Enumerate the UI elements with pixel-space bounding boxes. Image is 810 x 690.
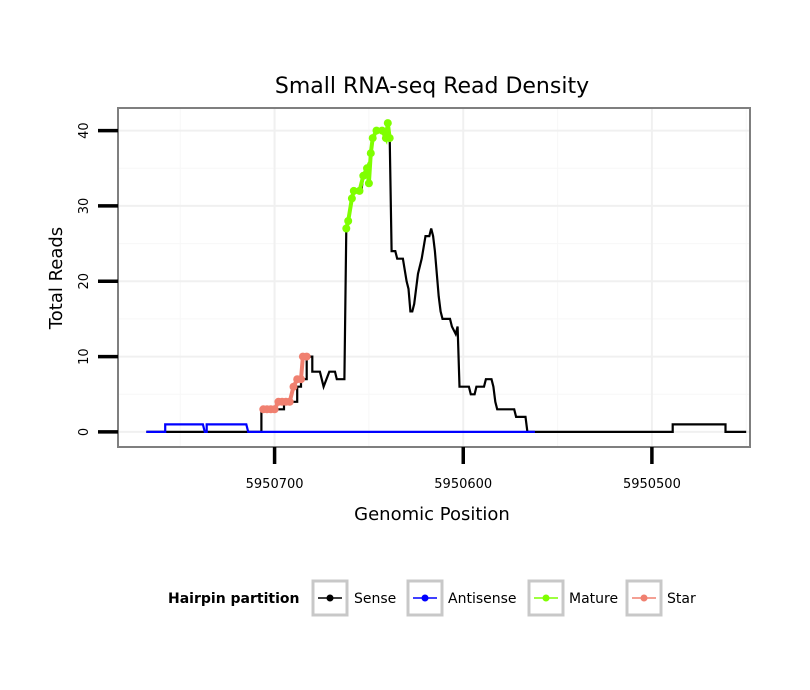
plot-border bbox=[117, 107, 751, 448]
data-point-mature bbox=[355, 186, 364, 195]
legend: Hairpin partition Sense Antisense Mature St… bbox=[168, 579, 696, 617]
data-point-star bbox=[302, 352, 311, 361]
legend-label-antisense: Antisense bbox=[448, 591, 517, 607]
y-tick-label: 0 bbox=[77, 428, 92, 436]
data-point-mature bbox=[363, 164, 371, 173]
legend-label-star: Star bbox=[667, 591, 696, 607]
x-tick-label: 5950500 bbox=[623, 477, 681, 492]
data-point-mature bbox=[378, 126, 387, 135]
data-point-mature bbox=[342, 224, 351, 233]
series-line-antisense bbox=[146, 423, 535, 433]
chart-title: Small RNA-seq Read Density bbox=[275, 74, 589, 99]
y-tick-label: 30 bbox=[77, 198, 92, 215]
y-tick-label: 40 bbox=[77, 122, 92, 139]
legend-label-mature: Mature bbox=[569, 591, 618, 607]
series-points bbox=[259, 119, 394, 414]
y-tick-label: 20 bbox=[77, 273, 92, 290]
data-point-mature bbox=[368, 134, 377, 143]
data-point-star bbox=[297, 375, 305, 384]
series-lines bbox=[146, 122, 747, 433]
legend-key-point-mature bbox=[542, 594, 550, 602]
legend-item-sense: Sense bbox=[311, 579, 396, 617]
data-point-mature bbox=[364, 179, 373, 188]
x-tick-label: 5950600 bbox=[434, 477, 492, 492]
legend-key-point-antisense bbox=[421, 594, 429, 602]
legend-title: Hairpin partition bbox=[168, 591, 299, 607]
data-point-star bbox=[289, 382, 298, 391]
y-axis-label: Total Reads bbox=[46, 227, 67, 330]
legend-item-mature: Mature bbox=[527, 579, 618, 617]
legend-item-antisense: Antisense bbox=[406, 579, 517, 617]
data-point-star bbox=[285, 397, 294, 406]
data-point-mature bbox=[385, 134, 394, 143]
y-axis: 0 10 20 30 40 bbox=[77, 122, 118, 436]
data-point-mature bbox=[347, 194, 356, 203]
series-line-sense bbox=[146, 122, 747, 433]
legend-key-point-sense bbox=[326, 594, 334, 602]
legend-key-point-star bbox=[640, 594, 648, 602]
x-tick-label: 5950700 bbox=[246, 477, 304, 492]
data-point-mature bbox=[344, 217, 353, 225]
data-point-mature bbox=[366, 149, 375, 158]
legend-label-sense: Sense bbox=[354, 591, 396, 607]
x-axis: 5950700 5950600 5950500 bbox=[246, 447, 681, 492]
data-point-mature bbox=[349, 186, 358, 195]
legend-item-star: Star bbox=[625, 579, 696, 617]
y-tick-label: 10 bbox=[77, 348, 92, 365]
data-point-mature bbox=[383, 119, 392, 128]
data-point-mature bbox=[372, 126, 381, 135]
data-point-star bbox=[270, 405, 279, 414]
x-axis-label: Genomic Position bbox=[354, 504, 510, 525]
data-point-mature bbox=[359, 171, 368, 180]
plot-panel bbox=[118, 108, 750, 447]
